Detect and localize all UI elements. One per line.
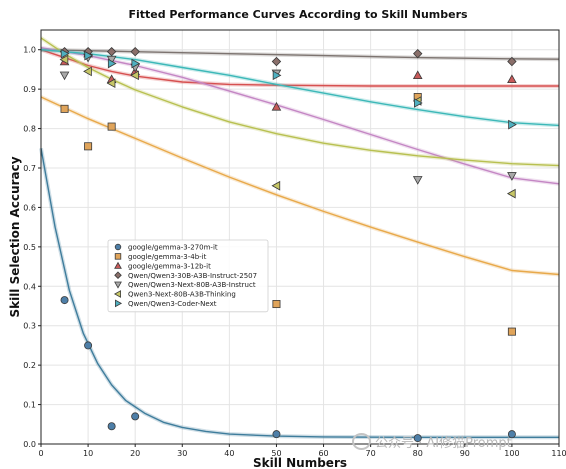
- data-point: [414, 98, 423, 108]
- data-point: [413, 434, 422, 443]
- x-tick-label: 60: [318, 449, 328, 458]
- legend-box: [107, 239, 269, 313]
- data-point: [60, 48, 70, 59]
- legend-marker: [114, 253, 122, 260]
- x-tick-label: 110: [551, 449, 566, 458]
- data-point: [60, 296, 69, 305]
- x-tick-label: 90: [460, 449, 470, 458]
- data-point: [60, 104, 69, 113]
- y-tick-label: 0.4: [23, 282, 36, 291]
- data-point: [106, 46, 117, 57]
- data-point: [131, 412, 140, 421]
- data-point: [107, 122, 116, 131]
- data-point: [59, 71, 70, 81]
- y-tick-label: 0.6: [23, 203, 36, 212]
- data-point: [507, 430, 516, 439]
- y-tick-label: 0.0: [23, 440, 36, 449]
- watermark: 公众号 · AI修猫Prompt: [352, 432, 512, 451]
- data-point: [272, 300, 281, 309]
- data-point: [106, 78, 116, 89]
- data-point: [272, 70, 282, 81]
- x-axis-label: Skill Numbers: [253, 456, 347, 469]
- data-point: [507, 172, 517, 181]
- x-tick-label: 30: [177, 449, 187, 458]
- legend-label: google/gemma-3-270m-it: [128, 244, 218, 252]
- legend-label: Qwen/Qwen3-Coder-Next: [128, 300, 217, 308]
- axis-ticks: 0 10 20 30 40 50 60 70 80 90 100 110 0.0 0.1 0.2 0.3 0.4…: [23, 46, 566, 458]
- data-point: [507, 74, 517, 83]
- legend-label: google/gemma-3-12b-it: [128, 262, 211, 270]
- data-point: [506, 188, 516, 199]
- data-point: [83, 66, 92, 77]
- fitted-curve: [40, 49, 559, 87]
- fitted-curves: [39, 36, 560, 440]
- y-axis-label: Skill Selection Accuracy: [8, 156, 22, 317]
- legend-label: Qwen3-Next-80B-A3B-Thinking: [128, 291, 236, 299]
- data-point: [130, 70, 139, 81]
- fitted-curve: [40, 37, 560, 167]
- data-point: [84, 50, 94, 61]
- fitted-curve: [40, 47, 560, 185]
- y-tick-label: 0.8: [23, 125, 36, 134]
- chart-title: Fitted Performance Curves According to S…: [128, 8, 468, 21]
- data-point: [507, 327, 516, 336]
- x-tick-label: 0: [38, 449, 43, 458]
- y-tick-label: 0.2: [23, 361, 36, 370]
- x-tick-label: 10: [83, 449, 93, 458]
- x-tick-label: 80: [413, 449, 423, 458]
- legend-label: google/gemma-3-4b-it: [128, 253, 207, 261]
- legend-marker: [113, 290, 121, 298]
- wechat-icon: [352, 433, 371, 450]
- x-tick-label: 20: [130, 449, 140, 458]
- legend-marker: [114, 271, 122, 279]
- data-points: [59, 46, 517, 443]
- legend-marker: [114, 281, 122, 289]
- fitted-curve: [40, 96, 560, 276]
- y-tick-label: 0.5: [23, 243, 36, 252]
- x-tick-label: 70: [366, 449, 376, 458]
- data-point: [271, 56, 282, 67]
- data-point: [59, 54, 69, 65]
- plot-frame: [40, 29, 560, 445]
- y-tick-label: 0.7: [23, 164, 36, 173]
- data-point: [271, 101, 282, 111]
- y-tick-label: 0.3: [23, 322, 36, 331]
- data-point: [413, 48, 423, 59]
- data-point: [272, 430, 281, 439]
- legend-label: Qwen/Qwen3-Next-80B-A3B-Instruct: [128, 281, 256, 289]
- fitted-curve: [40, 148, 559, 438]
- data-point: [84, 142, 93, 151]
- data-point: [412, 176, 423, 185]
- curve-glow: [40, 45, 560, 186]
- grid: [40, 30, 560, 445]
- fitted-curve: [40, 49, 560, 127]
- y-tick-label: 0.1: [23, 401, 36, 410]
- legend-marker: [114, 243, 122, 251]
- x-tick-label: 40: [224, 449, 234, 458]
- watermark-text: 公众号 · AI修猫Prompt: [375, 436, 512, 451]
- legend: google/gemma-3-270m-itgoogle/gemma-3-4b-…: [107, 239, 269, 313]
- y-tick-label: 0.9: [23, 85, 36, 94]
- data-point: [130, 46, 140, 57]
- data-point: [507, 56, 517, 67]
- y-tick-label: 1.0: [23, 46, 36, 55]
- data-point: [107, 58, 117, 69]
- data-point: [271, 180, 281, 191]
- data-point: [84, 341, 93, 350]
- data-point: [131, 58, 141, 69]
- legend-marker: [115, 299, 123, 308]
- x-tick-label: 100: [504, 449, 519, 458]
- legend-label: Qwen/Qwen3-30B-A3B-Instruct-2507: [128, 272, 257, 280]
- legend-marker: [114, 261, 122, 269]
- data-point: [107, 422, 116, 431]
- data-point: [508, 119, 517, 130]
- data-point: [412, 70, 423, 80]
- x-tick-label: 50: [271, 449, 281, 458]
